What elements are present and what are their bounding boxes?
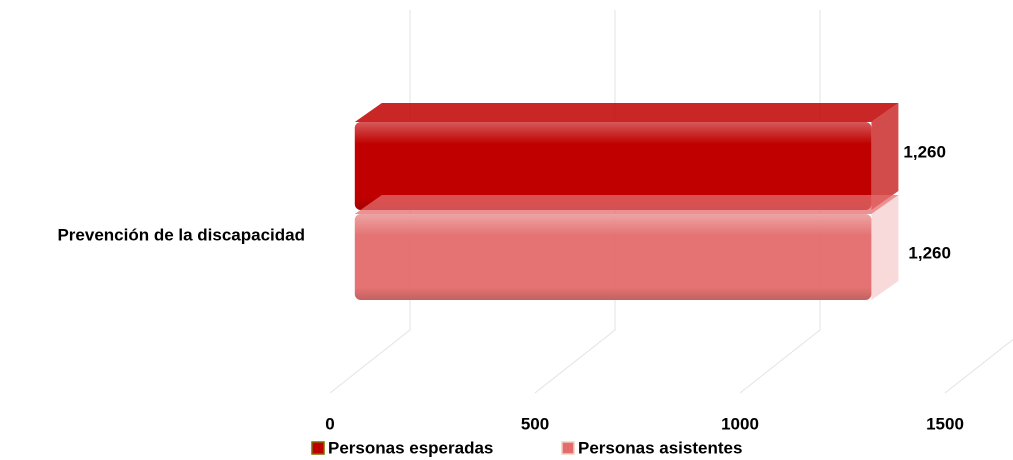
legend-label: Personas esperadas <box>328 438 493 457</box>
grid-line <box>944 338 1013 394</box>
legend-swatch <box>561 441 575 455</box>
bar <box>354 103 899 210</box>
x-tick-label: 500 <box>521 414 549 433</box>
legend-label: Personas asistentes <box>578 438 742 457</box>
data-label: 1,260 <box>903 142 946 161</box>
bar-face <box>354 195 899 214</box>
data-label: 1,260 <box>908 243 951 262</box>
bar-face <box>354 122 872 210</box>
bar-face <box>354 214 872 300</box>
bar-face <box>871 195 899 300</box>
x-tick-label: 0 <box>325 414 334 433</box>
x-tick-label: 1500 <box>926 414 964 433</box>
bar <box>354 195 899 300</box>
bar-face <box>354 103 899 122</box>
bar-face <box>871 103 899 210</box>
legend-swatch <box>311 441 325 455</box>
x-tick-label: 1000 <box>721 414 759 433</box>
category-label: Prevención de la discapacidad <box>57 225 305 244</box>
